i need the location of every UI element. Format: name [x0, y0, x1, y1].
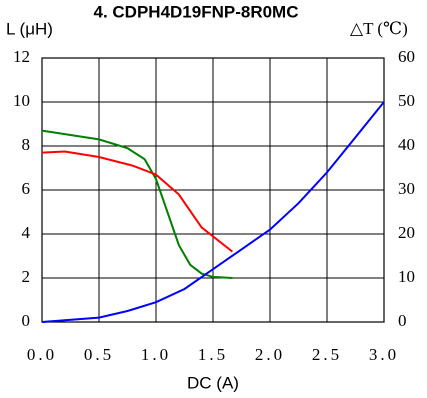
- y-tick-label: 6: [22, 179, 31, 198]
- y2-tick-label: 0: [398, 311, 407, 330]
- x-tick-label: 1.5: [198, 345, 228, 364]
- y-tick-label: 2: [22, 267, 31, 286]
- y-tick-label: 4: [22, 223, 31, 242]
- series-line: [41, 101, 385, 323]
- y-tick-label: 0: [22, 311, 31, 330]
- chart-title: 4. CDPH4D19FNP-8R0MC: [94, 2, 299, 21]
- y2-tick-label: 50: [398, 91, 415, 110]
- y2-tick-label: 40: [398, 135, 415, 154]
- x-tick-label: 2.0: [255, 345, 285, 364]
- x-axis-label: DC (A): [187, 373, 239, 392]
- series-line: [41, 129, 233, 279]
- x-tick-label: 1.0: [141, 345, 171, 364]
- y2-tick-label: 10: [398, 267, 415, 286]
- y-tick-label: 12: [13, 47, 30, 66]
- series-line: [41, 150, 233, 253]
- y2-axis-label: △T (℃): [350, 19, 408, 38]
- x-tick-label: 3.0: [369, 345, 399, 364]
- x-tick-label: 0.0: [27, 345, 57, 364]
- y-tick-label: 8: [22, 135, 31, 154]
- x-tick-label: 2.5: [312, 345, 342, 364]
- y-tick-label: 10: [13, 91, 30, 110]
- x-tick-label: 0.5: [84, 345, 114, 364]
- y-axis-label: L (μH): [6, 19, 53, 38]
- plot-frame: [41, 57, 385, 323]
- y2-tick-label: 20: [398, 223, 415, 242]
- y2-tick-label: 60: [398, 47, 415, 66]
- y2-tick-label: 30: [398, 179, 415, 198]
